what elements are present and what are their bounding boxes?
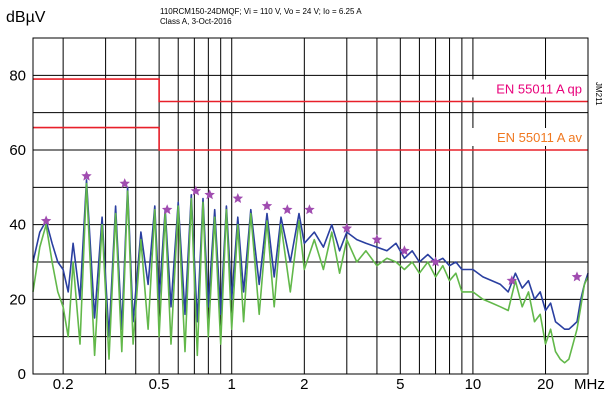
x-tick-label: 0.5 (149, 376, 170, 393)
x-tick-label: 5 (396, 376, 404, 393)
x-tick-labels: 0.2 0.5 1 2 5 10 20 (53, 376, 554, 393)
x-tick-label: 0.2 (53, 376, 74, 393)
x-tick-label: 1 (228, 376, 236, 393)
peak-marker (81, 170, 92, 181)
peak-marker (190, 185, 202, 196)
peak-marker (261, 200, 273, 211)
peak-marker (119, 178, 130, 188)
peak-marker (430, 256, 441, 267)
peak-marker (399, 245, 410, 256)
peak-marker (232, 193, 244, 203)
limit-label: EN 55011 A av (497, 130, 583, 145)
side-label: JM211 (594, 82, 603, 106)
peak-marker (40, 215, 52, 226)
limit-label-bg (471, 79, 583, 98)
x-tick-label: 2 (300, 376, 308, 393)
limit-lines (33, 78, 588, 151)
y-tick-label: 60 (9, 142, 26, 159)
limit-line (33, 78, 588, 103)
peak-marker (304, 204, 315, 215)
peak-marker (161, 204, 173, 215)
peak-marker (371, 234, 383, 244)
limit-label: EN 55011 A qp (496, 81, 582, 96)
y-tick-label: 20 (9, 291, 26, 308)
peak-marker (571, 271, 583, 282)
y-tick-labels: 0 20 40 60 80 (9, 67, 26, 383)
series-group (32, 179, 589, 364)
plot-frame (32, 37, 589, 375)
peak-marker (506, 275, 518, 286)
chart-header-line2: Class A, 3-Oct-2016 (160, 17, 232, 26)
limit-labels: EN 55011 A qp EN 55011 A av (471, 79, 583, 146)
x-axis-unit: MHz (574, 376, 605, 393)
limit-label-bg (471, 128, 583, 146)
x-tick-label: 20 (537, 376, 554, 393)
series-line-green (32, 182, 589, 364)
y-tick-label: 0 (18, 366, 26, 383)
y-axis-label: dBµV (6, 9, 46, 26)
peak-marker (341, 222, 352, 233)
y-tick-label: 80 (9, 67, 26, 84)
x-tick-label: 10 (465, 376, 482, 393)
chart-header-line1: 110RCM150-24DMQF; Vi = 110 V, Vo = 24 V;… (160, 7, 362, 16)
peak-marker (282, 204, 293, 215)
y-tick-label: 40 (9, 217, 26, 234)
limit-line (33, 126, 588, 151)
marker-group (40, 170, 583, 286)
peak-marker (204, 189, 215, 200)
